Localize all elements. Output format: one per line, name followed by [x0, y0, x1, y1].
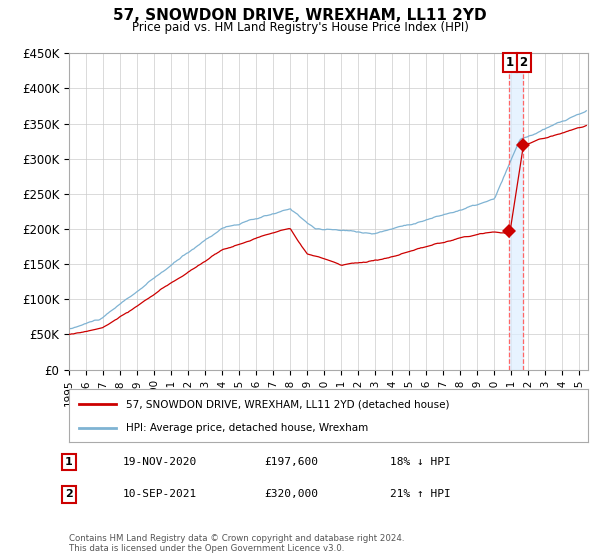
Text: £320,000: £320,000 — [264, 489, 318, 500]
Text: 21% ↑ HPI: 21% ↑ HPI — [390, 489, 451, 500]
Text: 57, SNOWDON DRIVE, WREXHAM, LL11 2YD (detached house): 57, SNOWDON DRIVE, WREXHAM, LL11 2YD (de… — [126, 399, 449, 409]
Text: £197,600: £197,600 — [264, 457, 318, 467]
Text: HPI: Average price, detached house, Wrexham: HPI: Average price, detached house, Wrex… — [126, 422, 368, 432]
Text: 19-NOV-2020: 19-NOV-2020 — [123, 457, 197, 467]
Bar — [509, 53, 523, 370]
Text: 1: 1 — [65, 457, 73, 467]
Text: 10-SEP-2021: 10-SEP-2021 — [123, 489, 197, 500]
Text: Price paid vs. HM Land Registry's House Price Index (HPI): Price paid vs. HM Land Registry's House … — [131, 21, 469, 34]
Text: Contains HM Land Registry data © Crown copyright and database right 2024.
This d: Contains HM Land Registry data © Crown c… — [69, 534, 404, 553]
Text: 2: 2 — [520, 56, 527, 69]
Text: 1: 1 — [506, 56, 514, 69]
Text: 2: 2 — [65, 489, 73, 500]
Text: 57, SNOWDON DRIVE, WREXHAM, LL11 2YD: 57, SNOWDON DRIVE, WREXHAM, LL11 2YD — [113, 8, 487, 24]
Text: 18% ↓ HPI: 18% ↓ HPI — [390, 457, 451, 467]
